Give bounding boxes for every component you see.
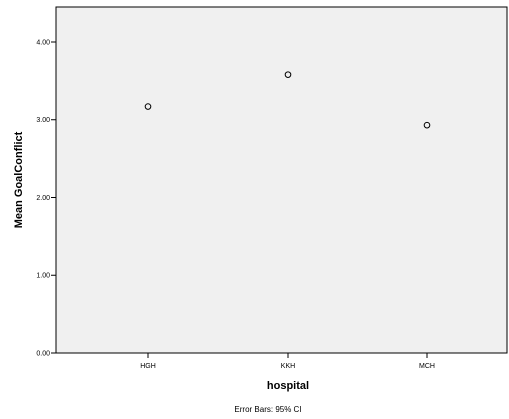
error-bars-note: Error Bars: 95% CI xyxy=(234,405,301,414)
y-tick-label: 0.00 xyxy=(36,351,50,358)
data-point-hgh xyxy=(144,103,152,110)
data-point-mch xyxy=(423,121,431,129)
y-axis-title: Mean GoalConflict xyxy=(13,131,25,228)
plot-area xyxy=(55,6,508,354)
data-point-kkh xyxy=(284,71,292,78)
x-axis-title: hospital xyxy=(267,380,309,392)
y-tick-label: 4.00 xyxy=(36,39,50,46)
x-axis: HGH KKH MCH xyxy=(140,353,435,370)
data-points xyxy=(144,71,431,129)
x-tick-label: MCH xyxy=(419,363,435,370)
y-axis: 0.00 1.00 2.00 3.00 4.00 xyxy=(36,39,56,358)
x-tick-label: KKH xyxy=(281,363,295,370)
y-tick-label: 3.00 xyxy=(36,117,50,124)
y-tick-label: 1.00 xyxy=(36,273,50,280)
x-tick-label: HGH xyxy=(140,363,156,370)
y-tick-label: 2.00 xyxy=(36,195,50,202)
